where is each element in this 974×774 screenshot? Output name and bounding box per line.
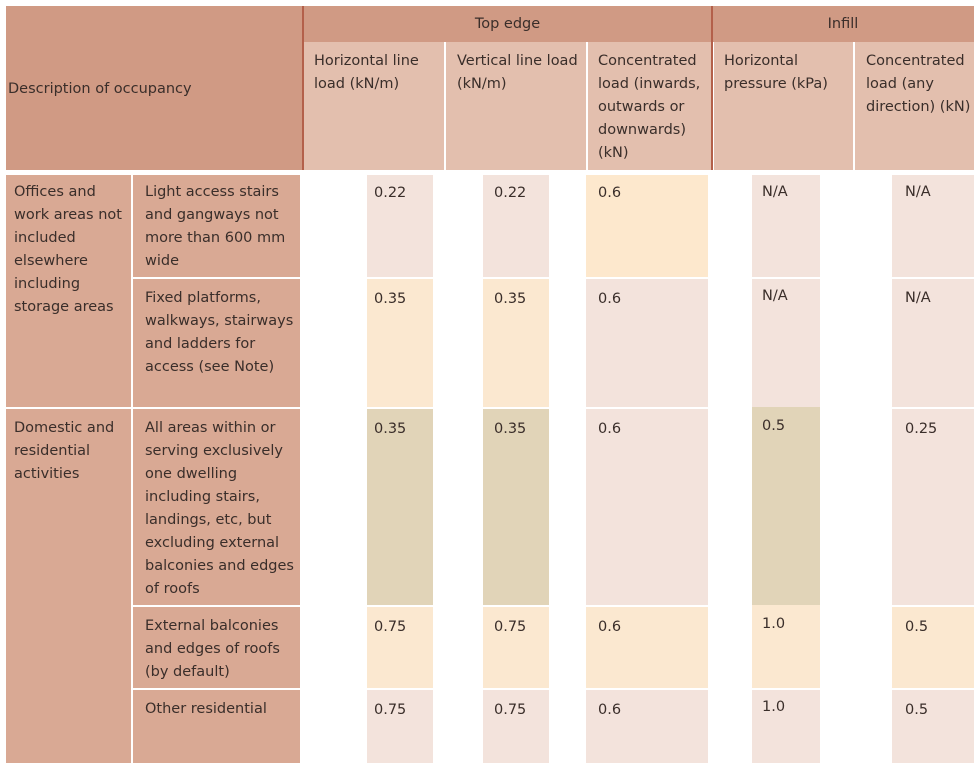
- row-description: Fixed platforms, walkways, stairways and…: [145, 290, 294, 375]
- header-col-vertical-line-load: [446, 42, 586, 170]
- header-col-infill-concentrated-load: [855, 42, 974, 170]
- header-col-horizontal-line-load: [303, 42, 444, 170]
- value-cell: [483, 690, 549, 763]
- header-description: Description of occupancy: [8, 81, 192, 97]
- value-cell: [752, 407, 820, 605]
- value-vertical-line-load: 0.75: [494, 702, 527, 718]
- value-horizontal-line-load: 0.75: [374, 702, 407, 718]
- value-infill-concentrated-load: 0.5: [905, 619, 929, 635]
- value-horizontal-pressure: 1.0: [762, 616, 786, 632]
- row-desc-cell: [133, 607, 300, 688]
- value-cell: [367, 690, 433, 763]
- value-cell: [752, 175, 820, 277]
- header-description-cell: [6, 6, 303, 170]
- value-cell: [752, 605, 820, 688]
- value-cell: [892, 175, 974, 277]
- value-cell: [586, 607, 708, 688]
- value-cell: [367, 409, 433, 605]
- group-cell-domestic: [6, 409, 131, 763]
- value-infill-concentrated-load: N/A: [905, 184, 931, 200]
- value-horizontal-pressure: N/A: [762, 184, 788, 200]
- header-top-edge-cell: [303, 6, 712, 42]
- value-infill-concentrated-load: N/A: [905, 290, 931, 306]
- value-vertical-line-load: 0.75: [494, 619, 527, 635]
- value-horizontal-line-load: 0.35: [374, 291, 407, 307]
- value-cell: [586, 175, 708, 277]
- value-concentrated-load: 0.6: [598, 702, 622, 718]
- row-desc-cell: [133, 279, 300, 407]
- value-horizontal-pressure: 0.5: [762, 418, 786, 434]
- value-cell: [483, 607, 549, 688]
- value-cell: [892, 279, 974, 407]
- group-label-offices: Offices and work areas not included else…: [14, 184, 122, 315]
- header-col-concentrated-load: [588, 42, 712, 170]
- row-description: Other residential: [145, 701, 267, 717]
- header-divider: [711, 6, 713, 170]
- value-cell: [367, 175, 433, 277]
- group-cell-offices: [6, 175, 131, 407]
- value-cell: [367, 607, 433, 688]
- value-cell: [586, 279, 708, 407]
- row-desc-cell: [133, 409, 300, 605]
- row-description: All areas within or serving exclusively …: [145, 420, 294, 597]
- header-top-edge: Top edge: [474, 16, 541, 32]
- value-horizontal-line-load: 0.75: [374, 619, 407, 635]
- header-infill-cell: [712, 6, 974, 42]
- value-cell: [752, 279, 820, 407]
- header-col-horizontal-pressure: [714, 42, 853, 170]
- value-cell: [483, 409, 549, 605]
- header-col-infill-concentrated-load-text: Concentrated load (any direction) (kN): [866, 53, 971, 115]
- value-horizontal-line-load: 0.35: [374, 421, 407, 437]
- value-infill-concentrated-load: 0.5: [905, 702, 929, 718]
- value-infill-concentrated-load: 0.25: [905, 421, 938, 437]
- group-label-domestic: Domestic and residential activities: [14, 420, 115, 482]
- value-cell: [892, 607, 974, 688]
- row-desc-cell: [133, 690, 300, 763]
- header-col-concentrated-load-text: Concentrated load (inwards, outwards or …: [598, 53, 701, 161]
- value-concentrated-load: 0.6: [598, 619, 622, 635]
- value-vertical-line-load: 0.22: [494, 185, 527, 201]
- value-horizontal-pressure: 1.0: [762, 699, 786, 715]
- value-vertical-line-load: 0.35: [494, 291, 527, 307]
- row-description: External balconies and edges of roofs (b…: [145, 618, 280, 680]
- header-col-vertical-line-load-text: Vertical line load (kN/m): [457, 53, 578, 92]
- value-cell: [586, 690, 708, 763]
- value-cell: [367, 279, 433, 407]
- header-col-horizontal-pressure-text: Horizontal pressure (kPa): [724, 53, 828, 92]
- value-concentrated-load: 0.6: [598, 291, 622, 307]
- value-horizontal-pressure: N/A: [762, 288, 788, 304]
- value-concentrated-load: 0.6: [598, 421, 622, 437]
- header-divider: [302, 6, 304, 170]
- value-cell: [752, 690, 820, 763]
- value-cell: [892, 409, 974, 605]
- value-cell: [892, 690, 974, 763]
- row-description: Light access stairs and gangways not mor…: [145, 184, 286, 269]
- value-cell: [483, 279, 549, 407]
- value-concentrated-load: 0.6: [598, 185, 622, 201]
- value-horizontal-line-load: 0.22: [374, 185, 407, 201]
- header-col-horizontal-line-load-text: Horizontal line load (kN/m): [314, 53, 419, 92]
- row-desc-cell: [133, 175, 300, 277]
- value-cell: [586, 409, 708, 605]
- value-cell: [483, 175, 549, 277]
- value-vertical-line-load: 0.35: [494, 421, 527, 437]
- header-infill: Infill: [827, 16, 859, 32]
